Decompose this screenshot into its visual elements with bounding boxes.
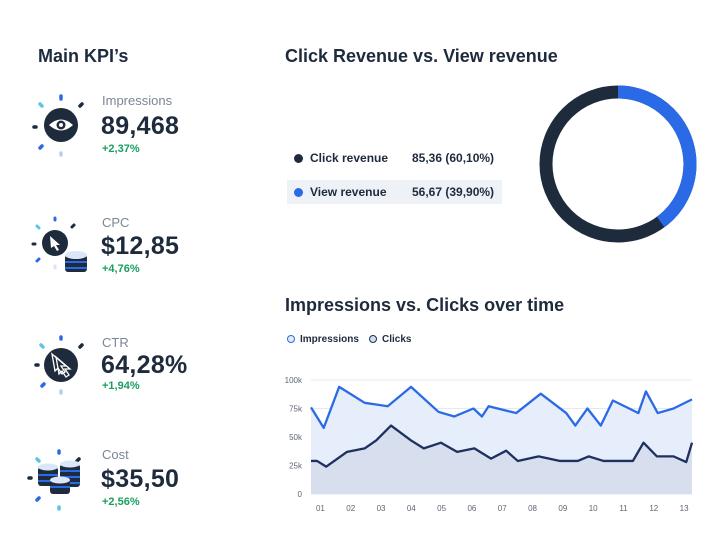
legend-row-view-revenue[interactable]: View revenue 56,67 (39,90%) — [287, 180, 502, 204]
kpi-value-impressions: 89,468 — [101, 112, 180, 140]
legend-marker — [369, 335, 377, 343]
impressions-clicks-chart: 0 25k 50k 75k 100k 01 02 03 04 05 06 07 08 09 10 11 12 13 — [285, 376, 694, 513]
legend-label: View revenue — [310, 185, 387, 199]
kpi-label-cost: Cost — [102, 447, 129, 462]
x-tick-label: 05 — [437, 504, 446, 513]
y-tick-label: 0 — [298, 490, 303, 499]
x-tick-label: 13 — [680, 504, 689, 513]
x-tick-label: 01 — [316, 504, 325, 513]
x-tick-label: 12 — [649, 504, 658, 513]
kpi-change-cpc: +4,76% — [102, 263, 140, 275]
x-tick-label: 03 — [377, 504, 386, 513]
kpi-value-ctr: 64,28% — [101, 351, 188, 379]
donut-chart — [539, 85, 697, 243]
legend-row-click-revenue[interactable]: Click revenue 85,36 (60,10%) — [287, 146, 502, 170]
legend-clicks[interactable]: Clicks — [369, 334, 411, 345]
x-tick-label: 10 — [589, 504, 598, 513]
area-clicks — [311, 425, 692, 494]
kpi-value-cpc: $12,85 — [101, 232, 180, 260]
legend-label: Impressions — [300, 334, 359, 345]
kpi-label-cpc: CPC — [102, 215, 130, 230]
legend-value: 56,67 (39,90%) — [412, 185, 495, 199]
x-tick-label: 04 — [407, 504, 416, 513]
x-tick-label: 07 — [498, 504, 507, 513]
line-clicks — [311, 424, 694, 468]
kpi-title: Main KPI’s — [38, 46, 129, 66]
x-tick-label: 09 — [558, 504, 567, 513]
legend-value: 85,36 (60,10%) — [412, 151, 495, 165]
eye-icon — [30, 93, 100, 159]
y-tick-label: 100k — [285, 376, 303, 385]
legend-dot — [294, 188, 303, 197]
kpi-label-impressions: Impressions — [102, 93, 173, 108]
kpi-change-ctr: +1,94% — [102, 380, 140, 392]
double-cursor-icon — [30, 335, 100, 401]
cursor-coins-icon — [30, 215, 100, 281]
x-tick-label: 08 — [528, 504, 537, 513]
chart-title: Impressions vs. Clicks over time — [285, 295, 565, 315]
x-tick-label: 11 — [619, 504, 628, 513]
legend-marker — [287, 335, 295, 343]
legend-impressions[interactable]: Impressions — [287, 334, 359, 345]
y-tick-label: 75k — [289, 405, 303, 414]
x-tick-label: 06 — [467, 504, 476, 513]
kpi-label-ctr: CTR — [102, 335, 129, 350]
kpi-change-impressions: +2,37% — [102, 143, 140, 155]
legend-label: Click revenue — [310, 151, 389, 165]
kpi-value-cost: $35,50 — [101, 465, 180, 493]
y-tick-label: 50k — [289, 433, 303, 442]
donut-slice-view-revenue[interactable] — [539, 85, 697, 243]
revenue-title: Click Revenue vs. View revenue — [285, 46, 558, 66]
legend-dot — [294, 154, 303, 163]
legend-label: Clicks — [382, 334, 412, 345]
y-tick-label: 25k — [289, 462, 303, 471]
x-tick-label: 02 — [346, 504, 355, 513]
kpi-change-cost: +2,56% — [102, 496, 140, 508]
coin-stacks-icon — [24, 447, 94, 513]
